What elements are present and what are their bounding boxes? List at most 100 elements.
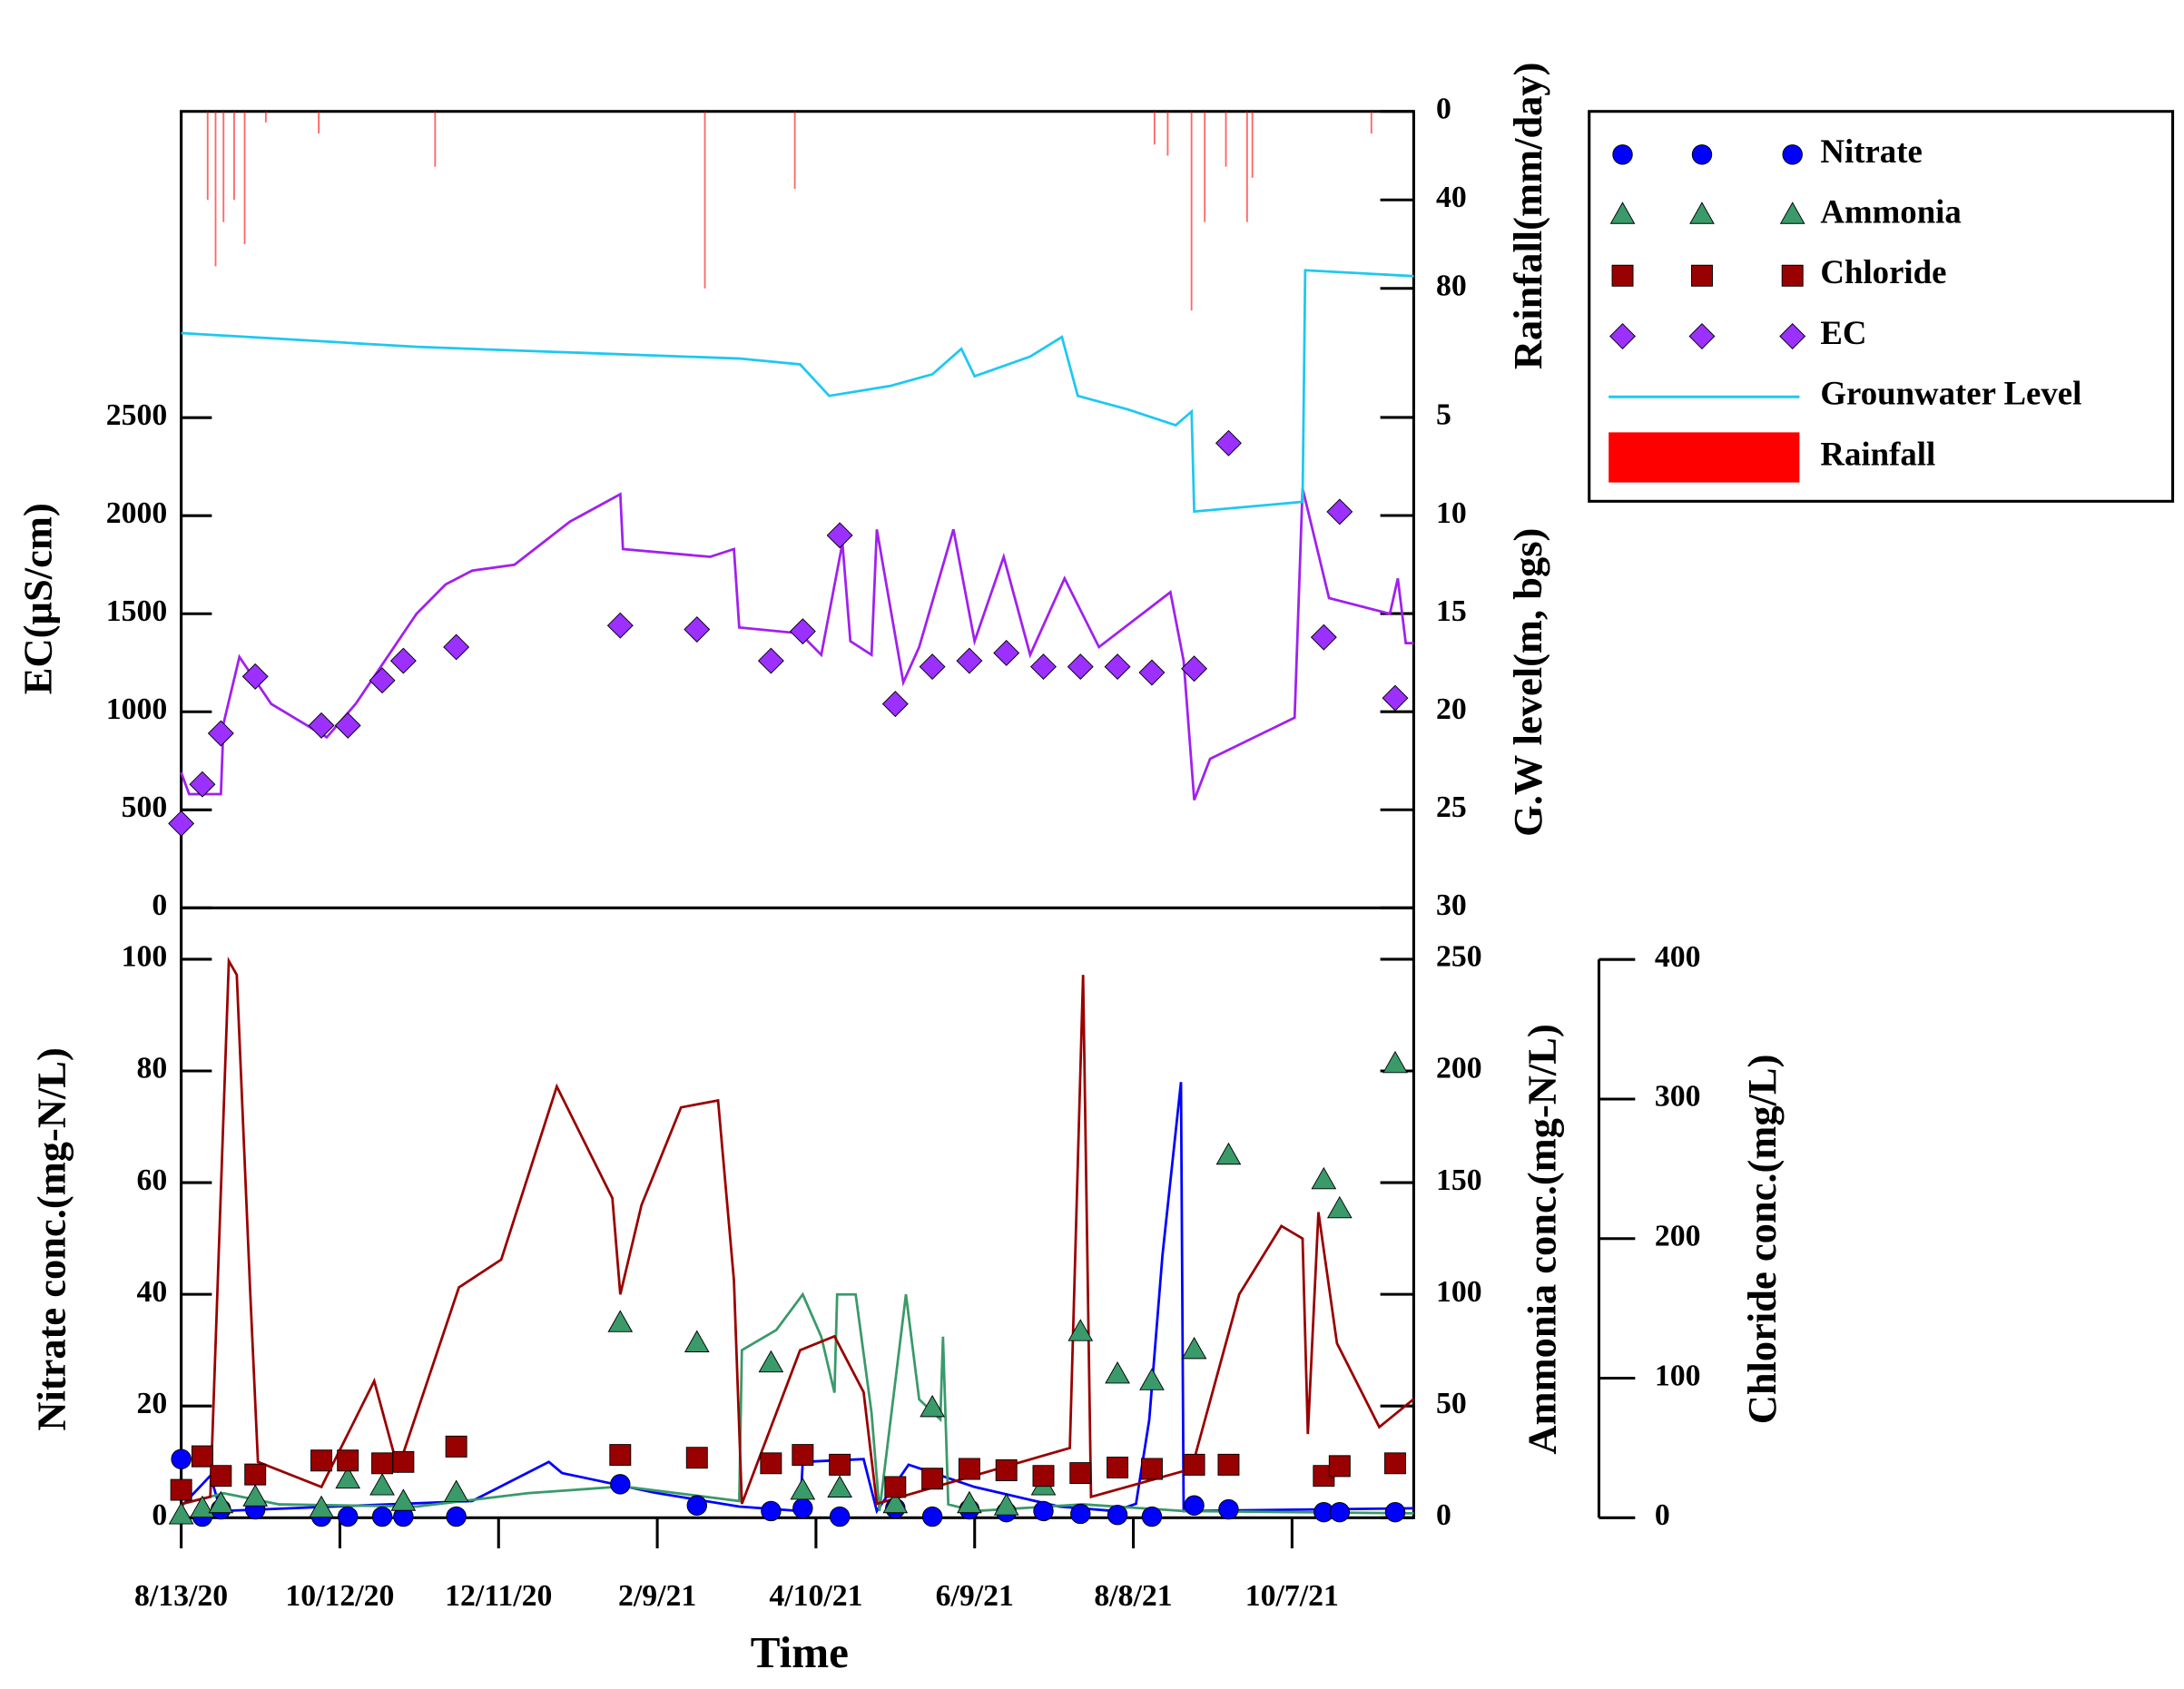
marker-point bbox=[1107, 1456, 1129, 1478]
legend-marker bbox=[1782, 144, 1803, 165]
marker-point bbox=[1217, 1453, 1240, 1476]
y-tick-label: 40 bbox=[137, 1275, 168, 1309]
x-tick-label: 2/9/21 bbox=[618, 1579, 696, 1613]
marker-point bbox=[171, 1448, 192, 1469]
legend-marker bbox=[1779, 201, 1805, 224]
marker-point bbox=[337, 1449, 359, 1472]
marker-point bbox=[1107, 1505, 1128, 1526]
marker-point bbox=[369, 1473, 395, 1496]
legend-label: Chloride bbox=[1820, 253, 1946, 290]
marker-point bbox=[956, 647, 983, 674]
marker-point bbox=[190, 1495, 215, 1518]
y3-tick-label: 100 bbox=[1655, 1359, 1701, 1392]
marker-point bbox=[921, 1506, 943, 1527]
legend-marker bbox=[1688, 323, 1716, 349]
marker-point bbox=[1139, 1368, 1165, 1390]
marker-point bbox=[826, 522, 853, 549]
marker-point bbox=[1382, 684, 1409, 712]
marker-point bbox=[1382, 1050, 1408, 1074]
marker-point bbox=[168, 810, 195, 837]
marker-point bbox=[993, 639, 1020, 666]
y-tick-label: 2500 bbox=[106, 398, 168, 432]
legend-marker bbox=[1691, 144, 1713, 165]
y-axis-title: Nitrate conc.(mg-N/L) bbox=[29, 1047, 74, 1430]
marker-point bbox=[189, 771, 216, 798]
marker-point bbox=[792, 1498, 813, 1519]
marker-point bbox=[789, 618, 816, 645]
marker-point bbox=[829, 1506, 851, 1527]
legend-marker bbox=[1609, 323, 1636, 349]
marker-point bbox=[389, 647, 417, 674]
y2-tick-label: 50 bbox=[1436, 1387, 1467, 1420]
marker-point bbox=[310, 1449, 333, 1472]
marker-point bbox=[309, 1495, 334, 1518]
y3-axis-title: Chloride conc.(mg/L) bbox=[1739, 1055, 1785, 1425]
marker-point bbox=[921, 1468, 944, 1490]
x-tick-label: 4/10/21 bbox=[769, 1579, 862, 1613]
marker-point bbox=[1030, 653, 1057, 681]
y2-axis-title: G.W level(m, bgs) bbox=[1505, 528, 1550, 837]
y2-tick-label: 30 bbox=[1436, 889, 1467, 922]
series-line bbox=[181, 1291, 1414, 1515]
marker-point bbox=[760, 1452, 782, 1475]
marker-point bbox=[884, 1476, 907, 1498]
marker-point bbox=[335, 1466, 361, 1489]
marker-point bbox=[1384, 1501, 1406, 1523]
marker-point bbox=[993, 1493, 1019, 1516]
marker-point bbox=[1181, 655, 1208, 682]
marker-point bbox=[1181, 1336, 1207, 1360]
y2-tick-label: 200 bbox=[1436, 1052, 1482, 1085]
y-axis-title: EC(µS/cm) bbox=[15, 503, 60, 694]
marker-point bbox=[957, 1490, 982, 1514]
y2-tick-label: 100 bbox=[1436, 1275, 1482, 1309]
y-tick-label: 20 bbox=[137, 1387, 168, 1420]
marker-point bbox=[792, 1444, 814, 1467]
y-tick-label: 0 bbox=[152, 1498, 167, 1532]
y2-axis-title: Ammonia conc.(mg-N/L) bbox=[1519, 1024, 1564, 1454]
marker-point bbox=[208, 1490, 234, 1514]
marker-point bbox=[1183, 1453, 1205, 1476]
marker-point bbox=[827, 1475, 852, 1498]
marker-point bbox=[829, 1453, 851, 1476]
legend-label: Nitrate bbox=[1820, 133, 1922, 170]
legend-label: EC bbox=[1820, 314, 1866, 351]
marker-point bbox=[1067, 1319, 1094, 1341]
marker-point bbox=[685, 1447, 708, 1469]
legend-marker bbox=[1781, 264, 1804, 287]
series-line bbox=[180, 1082, 1414, 1515]
x-tick-label: 10/7/21 bbox=[1245, 1579, 1339, 1613]
y3-tick-label: 40 bbox=[1436, 181, 1467, 214]
marker-point bbox=[790, 1478, 816, 1500]
marker-point bbox=[1070, 1503, 1091, 1525]
marker-point bbox=[210, 1465, 232, 1488]
y-tick-label: 0 bbox=[152, 889, 167, 922]
marker-point bbox=[371, 1506, 393, 1527]
marker-point bbox=[882, 1490, 909, 1514]
legend-label: Rainfall bbox=[1820, 435, 1935, 472]
marker-point bbox=[606, 612, 634, 639]
marker-point bbox=[369, 667, 396, 694]
marker-point bbox=[1105, 1361, 1130, 1384]
marker-point bbox=[881, 691, 909, 718]
y3-tick-label: 400 bbox=[1655, 940, 1701, 974]
y3-axis-title: Rainfall(mm/day) bbox=[1505, 63, 1550, 370]
legend-marker bbox=[1609, 201, 1636, 224]
y-tick-label: 500 bbox=[122, 790, 168, 824]
marker-point bbox=[1104, 653, 1131, 681]
marker-point bbox=[1067, 653, 1094, 681]
marker-point bbox=[1326, 1195, 1353, 1219]
x-tick-label: 10/12/20 bbox=[285, 1579, 394, 1613]
marker-point bbox=[1138, 659, 1166, 686]
legend-label: Ammonia bbox=[1820, 192, 1961, 230]
marker-point bbox=[684, 1330, 710, 1352]
legend-marker bbox=[1611, 264, 1634, 287]
marker-point bbox=[242, 1484, 269, 1507]
y-tick-label: 60 bbox=[137, 1164, 168, 1197]
marker-point bbox=[1184, 1495, 1205, 1516]
marker-point bbox=[1311, 1166, 1337, 1190]
y-tick-label: 1500 bbox=[106, 594, 168, 628]
series-line bbox=[180, 487, 1414, 801]
marker-point bbox=[334, 712, 361, 739]
legend-marker bbox=[1779, 323, 1806, 349]
